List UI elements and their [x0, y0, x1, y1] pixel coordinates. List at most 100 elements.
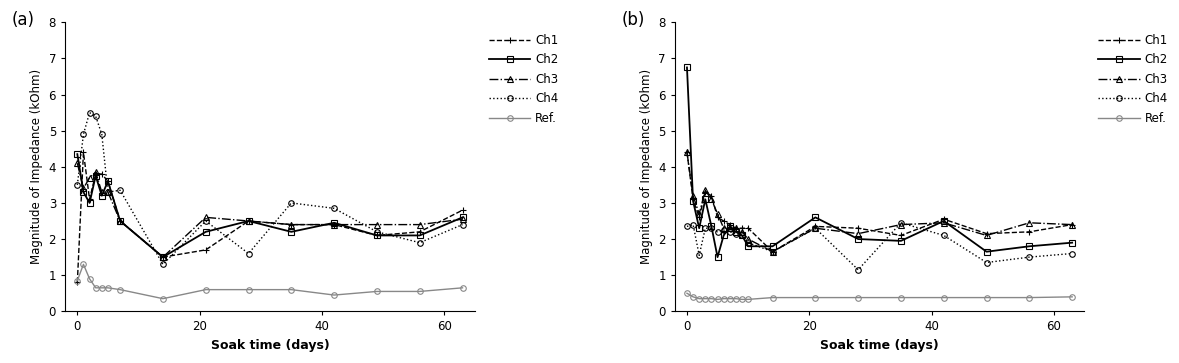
Ch2: [692, 226, 706, 231]
Ch1: [455, 208, 469, 212]
Line: Ch4: Ch4: [684, 220, 1075, 273]
Ch1: [77, 150, 91, 155]
Ch2: [723, 224, 737, 229]
Ch2: [711, 255, 725, 259]
Ref.: [242, 287, 256, 292]
Ch4: [156, 262, 170, 266]
Ch4: [327, 206, 341, 211]
Ch4: [1022, 255, 1036, 259]
Ch4: [1065, 251, 1079, 256]
Ch4: [698, 226, 712, 231]
Ch1: [94, 172, 108, 176]
Ref.: [980, 295, 994, 300]
Ch2: [455, 215, 469, 220]
Ch1: [894, 233, 908, 238]
Ch1: [680, 150, 694, 155]
Ch2: [704, 224, 718, 229]
Ch2: [698, 197, 712, 201]
Ch2: [717, 233, 731, 238]
Ref.: [717, 297, 731, 301]
Ch1: [704, 193, 718, 198]
Ref.: [83, 277, 97, 281]
Ch3: [1065, 223, 1079, 227]
Ch4: [735, 233, 749, 238]
Ch3: [83, 175, 97, 180]
Ch4: [284, 201, 298, 205]
Ref.: [723, 297, 737, 301]
Ch1: [113, 219, 127, 223]
Ref.: [809, 295, 823, 300]
Ch3: [729, 226, 743, 231]
Ch3: [735, 230, 749, 234]
Ch2: [156, 255, 170, 259]
Ref.: [327, 293, 341, 297]
Ch4: [455, 223, 469, 227]
Ch3: [284, 223, 298, 227]
Ch2: [894, 239, 908, 243]
Ref.: [71, 278, 85, 283]
Ref.: [735, 297, 749, 302]
Ch3: [698, 188, 712, 192]
Ch2: [88, 174, 103, 178]
Ch3: [742, 237, 756, 241]
Ch3: [101, 190, 116, 194]
Ch3: [242, 219, 256, 223]
Ch2: [765, 244, 779, 248]
Ch1: [156, 255, 170, 259]
Ref.: [692, 297, 706, 301]
Legend: Ch1, Ch2, Ch3, Ch4, Ref.: Ch1, Ch2, Ch3, Ch4, Ref.: [489, 34, 558, 125]
Ch1: [765, 249, 779, 254]
Ch3: [413, 223, 427, 227]
Line: Ch1: Ch1: [684, 149, 1075, 255]
X-axis label: Soak time (days): Soak time (days): [211, 339, 329, 352]
Y-axis label: Magnitude of Impedance (kOhm): Magnitude of Impedance (kOhm): [29, 69, 42, 264]
Ch1: [71, 280, 85, 285]
Line: Ch1: Ch1: [74, 149, 466, 286]
Ch1: [698, 190, 712, 194]
Ch3: [717, 226, 731, 231]
Ref.: [156, 297, 170, 301]
Ch3: [77, 186, 91, 191]
Text: (b): (b): [621, 11, 645, 29]
Ch1: [851, 226, 865, 231]
Line: Ch3: Ch3: [684, 150, 1075, 254]
Ch1: [980, 232, 994, 236]
Ch4: [94, 132, 108, 136]
Ch1: [83, 197, 97, 201]
Ch4: [242, 251, 256, 256]
Ch4: [711, 230, 725, 234]
Ch3: [936, 221, 950, 225]
Ch2: [735, 233, 749, 238]
Ch4: [704, 226, 718, 231]
Ch4: [686, 223, 700, 227]
Ch4: [723, 230, 737, 234]
Line: Ch2: Ch2: [684, 65, 1075, 260]
Ref.: [284, 287, 298, 292]
Ch3: [686, 193, 700, 198]
Ch3: [980, 233, 994, 238]
Ref.: [113, 287, 127, 292]
Ch2: [729, 230, 743, 234]
Ch4: [851, 268, 865, 272]
Ch2: [101, 179, 116, 183]
Ch2: [936, 219, 950, 223]
Ch2: [686, 199, 700, 203]
Ch3: [88, 170, 103, 174]
Ch1: [936, 217, 950, 221]
Ref.: [370, 289, 384, 294]
Ref.: [1065, 295, 1079, 299]
Ch4: [809, 226, 823, 231]
Ch2: [742, 244, 756, 248]
Line: Ch2: Ch2: [74, 151, 466, 260]
Ch4: [894, 221, 908, 225]
Ch3: [765, 249, 779, 254]
Ch1: [327, 223, 341, 227]
Ch3: [156, 255, 170, 259]
Ref.: [765, 295, 779, 300]
Ch3: [809, 226, 823, 231]
Ch1: [686, 197, 700, 201]
Ch4: [717, 228, 731, 232]
Ch2: [77, 190, 91, 194]
Ch2: [809, 215, 823, 220]
Ch3: [894, 223, 908, 227]
